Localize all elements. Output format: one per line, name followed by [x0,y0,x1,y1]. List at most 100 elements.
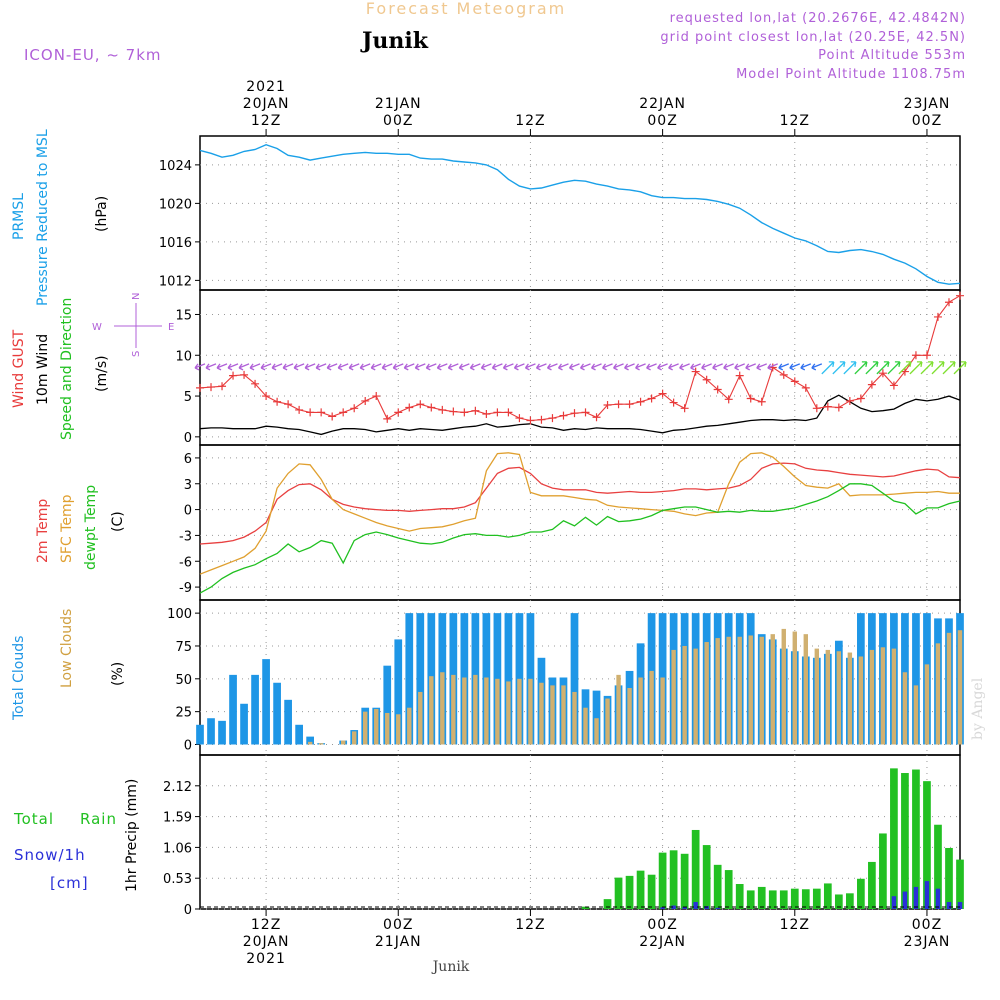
bottom-time-label: 20JAN [243,934,290,950]
gust-marker [196,383,204,392]
rain-bar [846,893,854,909]
gust-marker [207,383,216,392]
watermark: by Angel [970,677,986,740]
snow-bar [682,906,687,909]
rain-bar [691,829,700,909]
low-cloud-bar [352,731,357,745]
low-cloud-bar [880,647,886,745]
wind-10m-label: 10m Wind [35,334,51,405]
wind-direction-arrow [821,361,835,375]
low-cloud-bar [429,676,434,745]
gust-marker [636,397,645,406]
ytick-label-wind: 15 [175,308,192,323]
low-cloud-bar [616,674,621,745]
gust-marker [526,416,535,425]
wind-direction-arrow [811,363,823,371]
ytick-label-temp: 0 [184,504,192,519]
wind-direction-arrow [546,363,558,371]
wind-direction-arrow [271,363,283,371]
low-cloud-bar [385,712,390,745]
wind-direction-arrow [491,363,503,371]
gust-marker [779,370,788,379]
low-cloud-bar [671,649,676,745]
rain-bar [724,870,733,909]
wind-direction-arrow [865,361,879,375]
wind-direction-arrow [436,363,448,371]
rain-bar [890,768,898,909]
bottom-time-label: 00Z [912,917,942,933]
temp-dew-line [199,483,961,594]
rain-bar [636,870,645,909]
ytick-label-precip: 2.12 [163,780,192,795]
low-cloud-bar [924,664,930,745]
gust-marker [229,371,238,380]
gust-marker [647,394,656,403]
low-cloud-bar [693,648,698,745]
gridpoint-coords: grid point closest lon,lat (20.25E, 42.5… [660,30,966,45]
low-cloud-bar [473,674,478,745]
wind-speed-line [199,394,961,436]
location-title: Junik [360,28,429,54]
clouds-low-label: Low Clouds [59,609,75,688]
gust-marker [812,404,821,413]
low-cloud-bar [638,677,643,745]
gust-marker [658,389,667,398]
rain-bar [779,890,788,909]
panel-frame-precip [199,754,961,910]
wind-direction-arrow [624,363,635,371]
ytick-label-precip: 1.59 [163,811,192,826]
total-cloud-bar [592,690,601,745]
gust-marker [504,408,513,417]
clouds-unit: (%) [110,662,126,686]
pressure-label-2: Pressure Reduced to MSL [35,129,51,306]
wind-direction-arrow [370,363,382,371]
wind-direction-arrow [832,361,846,375]
snow-bar [924,881,930,909]
gust-marker [603,401,612,410]
ytick-label-temp: -6 [179,555,192,570]
snow-bar [715,907,720,909]
total-cloud-bar [207,718,215,745]
gust-marker [691,367,700,376]
low-cloud-bar [572,691,577,745]
top-time-label: 22JAN [639,96,686,112]
wind-direction-arrow [920,361,934,375]
low-cloud-bar [869,649,875,745]
bottom-time-label: 22JAN [639,934,686,950]
low-cloud-bar [781,628,786,745]
low-cloud-bar [759,636,764,745]
wind-direction-arrow [854,361,868,375]
rain-bar [658,852,667,909]
snow-bar [704,906,709,909]
rain-bar [956,859,964,909]
model-altitude: Model Point Altitude 1108.75m [736,67,966,82]
low-cloud-bar [462,677,467,745]
gust-marker [493,408,502,417]
gust-marker [735,371,744,380]
low-cloud-bar [561,685,566,745]
low-cloud-bar [528,678,533,745]
rain-bar [614,877,623,909]
rain-bar [868,861,876,909]
low-cloud-bar [506,681,511,745]
snow-bar [902,891,908,909]
wind-direction-arrow [304,363,316,371]
low-cloud-bar [957,630,963,745]
gust-marker [284,400,293,409]
rain-bar [923,781,931,909]
wind-direction-arrow [458,363,470,371]
precip-cm-label: [cm] [50,874,89,892]
snow-bar [913,886,919,909]
temp-sfc-line [199,452,960,575]
gust-marker [339,408,348,417]
wind-direction-arrow [260,363,272,371]
ytick-label-temp: 6 [184,452,192,467]
wind-direction-arrow [887,361,901,375]
ytick-label-wind: 0 [184,431,192,446]
gust-marker [273,397,282,406]
low-cloud-bar [340,740,346,745]
wind-direction-arrow [800,363,812,371]
bottom-time-label: 2021 [246,951,286,967]
top-time-label: 12Z [780,113,810,129]
temp-sfc-label: SFC Temp [59,494,75,563]
